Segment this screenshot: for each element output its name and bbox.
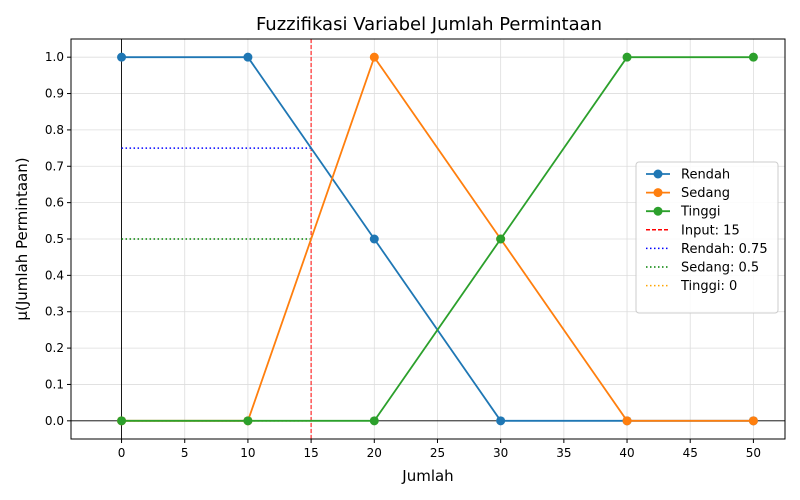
data-point xyxy=(369,234,379,244)
series-group xyxy=(117,52,758,426)
y-tick-label: 1.0 xyxy=(45,50,64,64)
legend-marker xyxy=(653,188,663,198)
legend-frame xyxy=(635,161,779,314)
data-point xyxy=(369,52,379,62)
legend-marker xyxy=(653,206,663,216)
x-tick-label: 5 xyxy=(181,446,189,460)
y-tick-label: 0.9 xyxy=(45,87,64,101)
chart-title: Fuzzifikasi Variabel Jumlah Permintaan xyxy=(256,14,602,35)
data-point xyxy=(622,416,632,426)
y-tick-label: 0.8 xyxy=(45,123,64,137)
legend-label: Rendah xyxy=(681,168,730,183)
y-axis-label: μ(Jumlah Permintaan) xyxy=(13,157,31,320)
x-tick-label: 25 xyxy=(430,446,445,460)
x-tick-label: 0 xyxy=(118,446,126,460)
data-point xyxy=(748,52,758,62)
legend-label: Sedang: 0.5 xyxy=(681,261,759,276)
ticks: 0 5 10 15 20 25 30 35 40 45 50 0.0 0.1 0.2 0.3 0.4 0.5 0.… xyxy=(45,50,761,460)
y-tick-label: 0.3 xyxy=(45,305,64,319)
x-tick-label: 30 xyxy=(493,446,508,460)
x-tick-label: 10 xyxy=(240,446,255,460)
data-point xyxy=(117,416,127,426)
legend-label: Tinggi xyxy=(680,205,721,220)
x-tick-label: 35 xyxy=(556,446,571,460)
data-point xyxy=(117,52,127,62)
data-point xyxy=(496,234,506,244)
x-tick-label: 20 xyxy=(367,446,382,460)
data-point xyxy=(243,52,253,62)
data-point xyxy=(369,416,379,426)
y-tick-label: 0.4 xyxy=(45,268,64,282)
legend-label: Sedang xyxy=(681,186,730,201)
data-point xyxy=(243,416,253,426)
series-line-tinggi xyxy=(121,56,754,422)
data-point xyxy=(748,416,758,426)
y-tick-label: 0.1 xyxy=(45,377,64,391)
legend-marker xyxy=(653,169,663,179)
data-point xyxy=(622,52,632,62)
y-tick-label: 0.6 xyxy=(45,196,64,210)
x-tick-label: 40 xyxy=(619,446,634,460)
y-tick-label: 0.7 xyxy=(45,159,64,173)
x-tick-label: 15 xyxy=(303,446,318,460)
y-tick-label: 0.0 xyxy=(45,414,64,428)
x-tick-label: 45 xyxy=(683,446,698,460)
x-axis-label: Jumlah xyxy=(401,467,453,485)
legend-label: Input: 15 xyxy=(681,223,740,238)
legend-label: Rendah: 0.75 xyxy=(681,242,768,257)
legend: Rendah Sedang Tinggi Input: 15 Rendah: 0.75 S… xyxy=(635,161,779,314)
data-point xyxy=(496,416,506,426)
legend-label: Tinggi: 0 xyxy=(680,279,737,294)
y-tick-label: 0.2 xyxy=(45,341,64,355)
y-tick-label: 0.5 xyxy=(45,232,64,246)
x-tick-label: 50 xyxy=(746,446,761,460)
